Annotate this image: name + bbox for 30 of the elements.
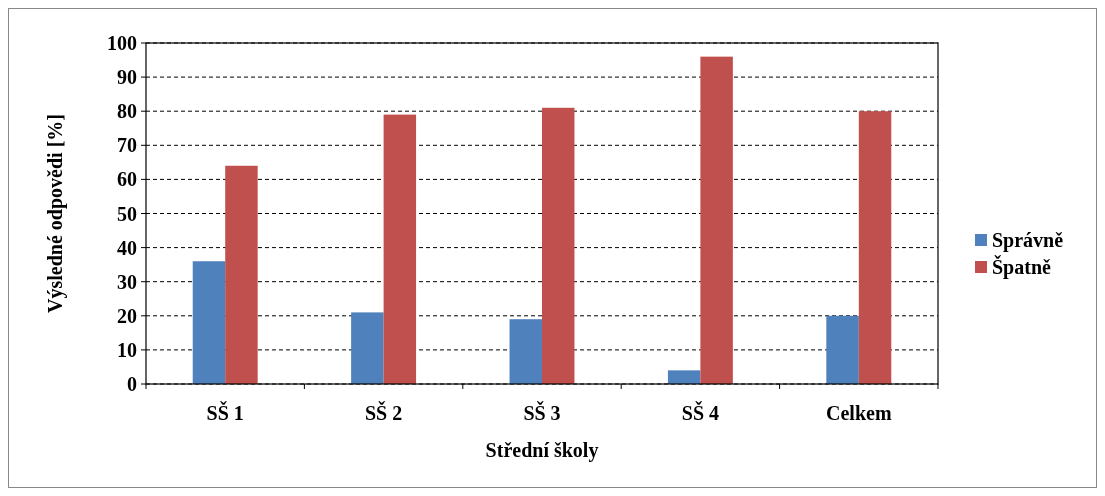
y-tick-label: 60 [117,168,137,191]
bar [351,312,384,384]
bar [542,107,575,384]
y-axis-title: Výsledné odpovědi [%] [44,114,67,313]
y-tick-label: 80 [117,100,137,123]
legend-label: Špatně [992,255,1052,279]
y-tick-label: 100 [107,32,137,54]
y-tick-label: 90 [117,66,137,89]
x-tick-label: Celkem [826,402,892,424]
x-tick-label: SŠ 1 [206,401,244,424]
y-tick-label: 20 [117,304,137,327]
y-tick-label: 0 [127,373,137,395]
x-tick-label: SŠ 2 [364,401,403,424]
x-axis-title: Střední školy [485,439,599,462]
bar [509,319,542,384]
y-tick-label: 50 [117,202,137,225]
bar [225,165,258,384]
y-tick-label: 70 [117,134,137,157]
x-tick-label: SŠ 3 [523,401,561,424]
bar [192,261,226,384]
bar [858,111,892,384]
y-tick-label: 30 [117,270,137,293]
legend-label: Správně [992,229,1064,252]
y-tick-label: 40 [117,236,137,259]
bar [667,370,701,384]
bar [383,114,417,384]
y-tick-label: 10 [117,338,137,361]
bar [826,315,859,384]
bar [700,56,733,384]
x-tick-label: SŠ 4 [681,401,720,424]
